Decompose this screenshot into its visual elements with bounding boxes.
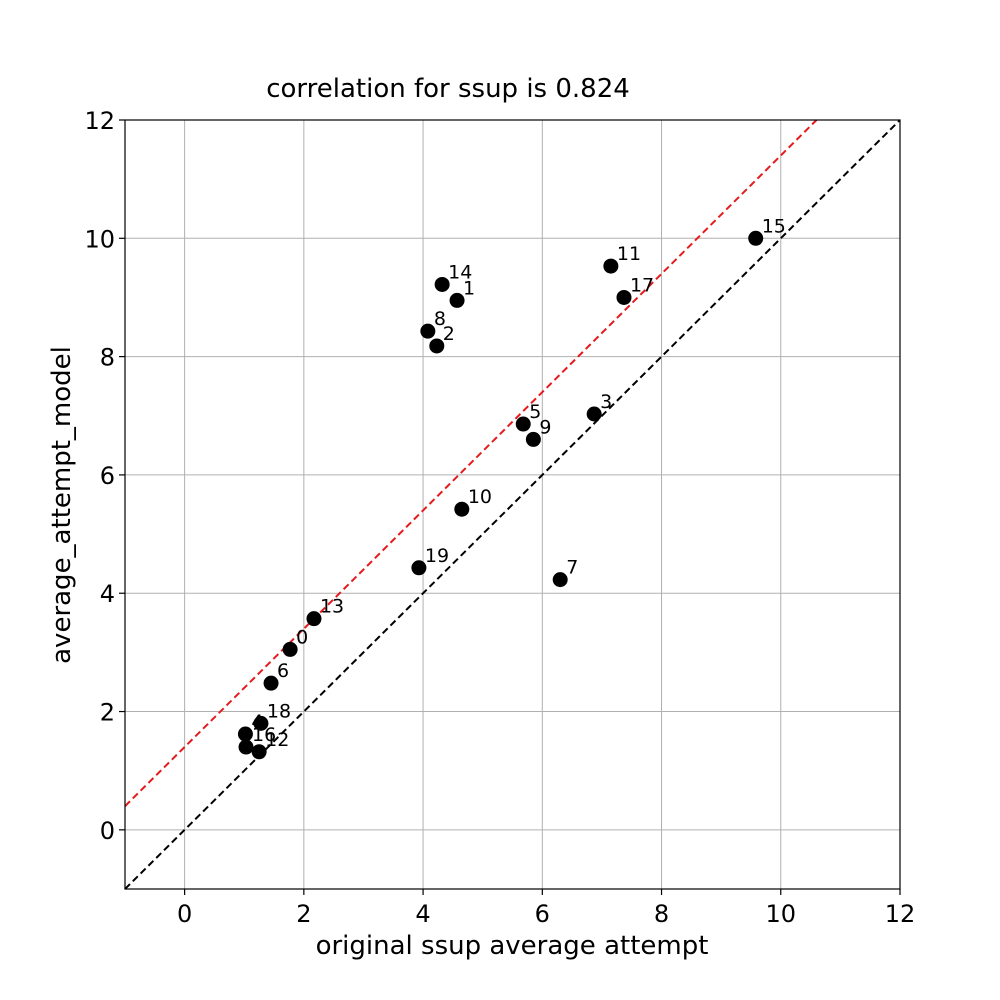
point-label: 4 (251, 711, 263, 733)
x-tick-label: 2 (296, 900, 311, 928)
point-label: 18 (267, 700, 291, 722)
point-label: 9 (539, 416, 551, 438)
reference-lines (124, 119, 901, 890)
data-points (237, 230, 764, 760)
scatter-point (238, 739, 254, 755)
scatter-point (454, 501, 470, 517)
fit-line (124, 119, 818, 807)
scatter-point (263, 675, 279, 691)
scatter-point (306, 611, 322, 627)
point-label: 14 (448, 261, 472, 283)
point-label: 0 (296, 626, 308, 648)
x-tick-label: 4 (415, 900, 430, 928)
scatter-point (586, 406, 602, 422)
point-label: 19 (425, 545, 449, 567)
x-tick-label: 0 (177, 900, 192, 928)
x-axis-label: original ssup average attempt (316, 931, 709, 961)
point-label: 7 (566, 557, 578, 579)
scatter-point (748, 230, 764, 246)
x-tick-label: 10 (765, 900, 796, 928)
scatter-point (251, 744, 267, 760)
y-tick-label: 4 (100, 580, 115, 608)
x-tick-labels: 0 2 4 6 8 10 12 (177, 889, 915, 928)
scatter-point (552, 572, 568, 588)
point-label: 1 (463, 277, 475, 299)
point-label: 17 (630, 274, 654, 296)
y-axis-label: average_attempt_model (47, 346, 77, 664)
point-label: 10 (468, 486, 492, 508)
y-tick-label: 6 (100, 462, 115, 490)
scatter-point (253, 715, 269, 731)
y-tick-labels: 0 2 4 6 8 10 12 (84, 107, 125, 845)
identity-line (124, 119, 901, 890)
point-label: 12 (265, 729, 289, 751)
point-label: 6 (277, 660, 289, 682)
y-tick-label: 0 (100, 817, 115, 845)
scatter-point (237, 726, 253, 742)
scatter-point (616, 289, 632, 305)
chart-title: correlation for ssup is 0.824 (266, 74, 630, 104)
scatter-point (525, 431, 541, 447)
y-tick-label: 10 (84, 225, 115, 253)
scatter-point (603, 258, 619, 274)
scatter-point (282, 641, 298, 657)
point-label: 2 (443, 323, 455, 345)
point-label: 15 (762, 215, 786, 237)
scatter-point (434, 276, 450, 292)
scatter-point (515, 416, 531, 432)
point-label: 11 (617, 243, 641, 265)
y-tick-label: 12 (84, 107, 115, 135)
scatter-point (411, 560, 427, 576)
y-tick-label: 8 (100, 344, 115, 372)
point-label: 8 (434, 308, 446, 330)
scatter-point (429, 338, 445, 354)
x-tick-label: 8 (654, 900, 669, 928)
point-label: 16 (252, 724, 276, 746)
x-tick-label: 6 (535, 900, 550, 928)
plot-frame (124, 119, 901, 890)
x-tick-label: 12 (885, 900, 916, 928)
point-label: 13 (320, 596, 344, 618)
point-label: 5 (529, 401, 541, 423)
y-tick-label: 2 (100, 699, 115, 727)
scatter-point (449, 292, 465, 308)
scatter-point (420, 323, 436, 339)
point-label: 3 (600, 391, 612, 413)
